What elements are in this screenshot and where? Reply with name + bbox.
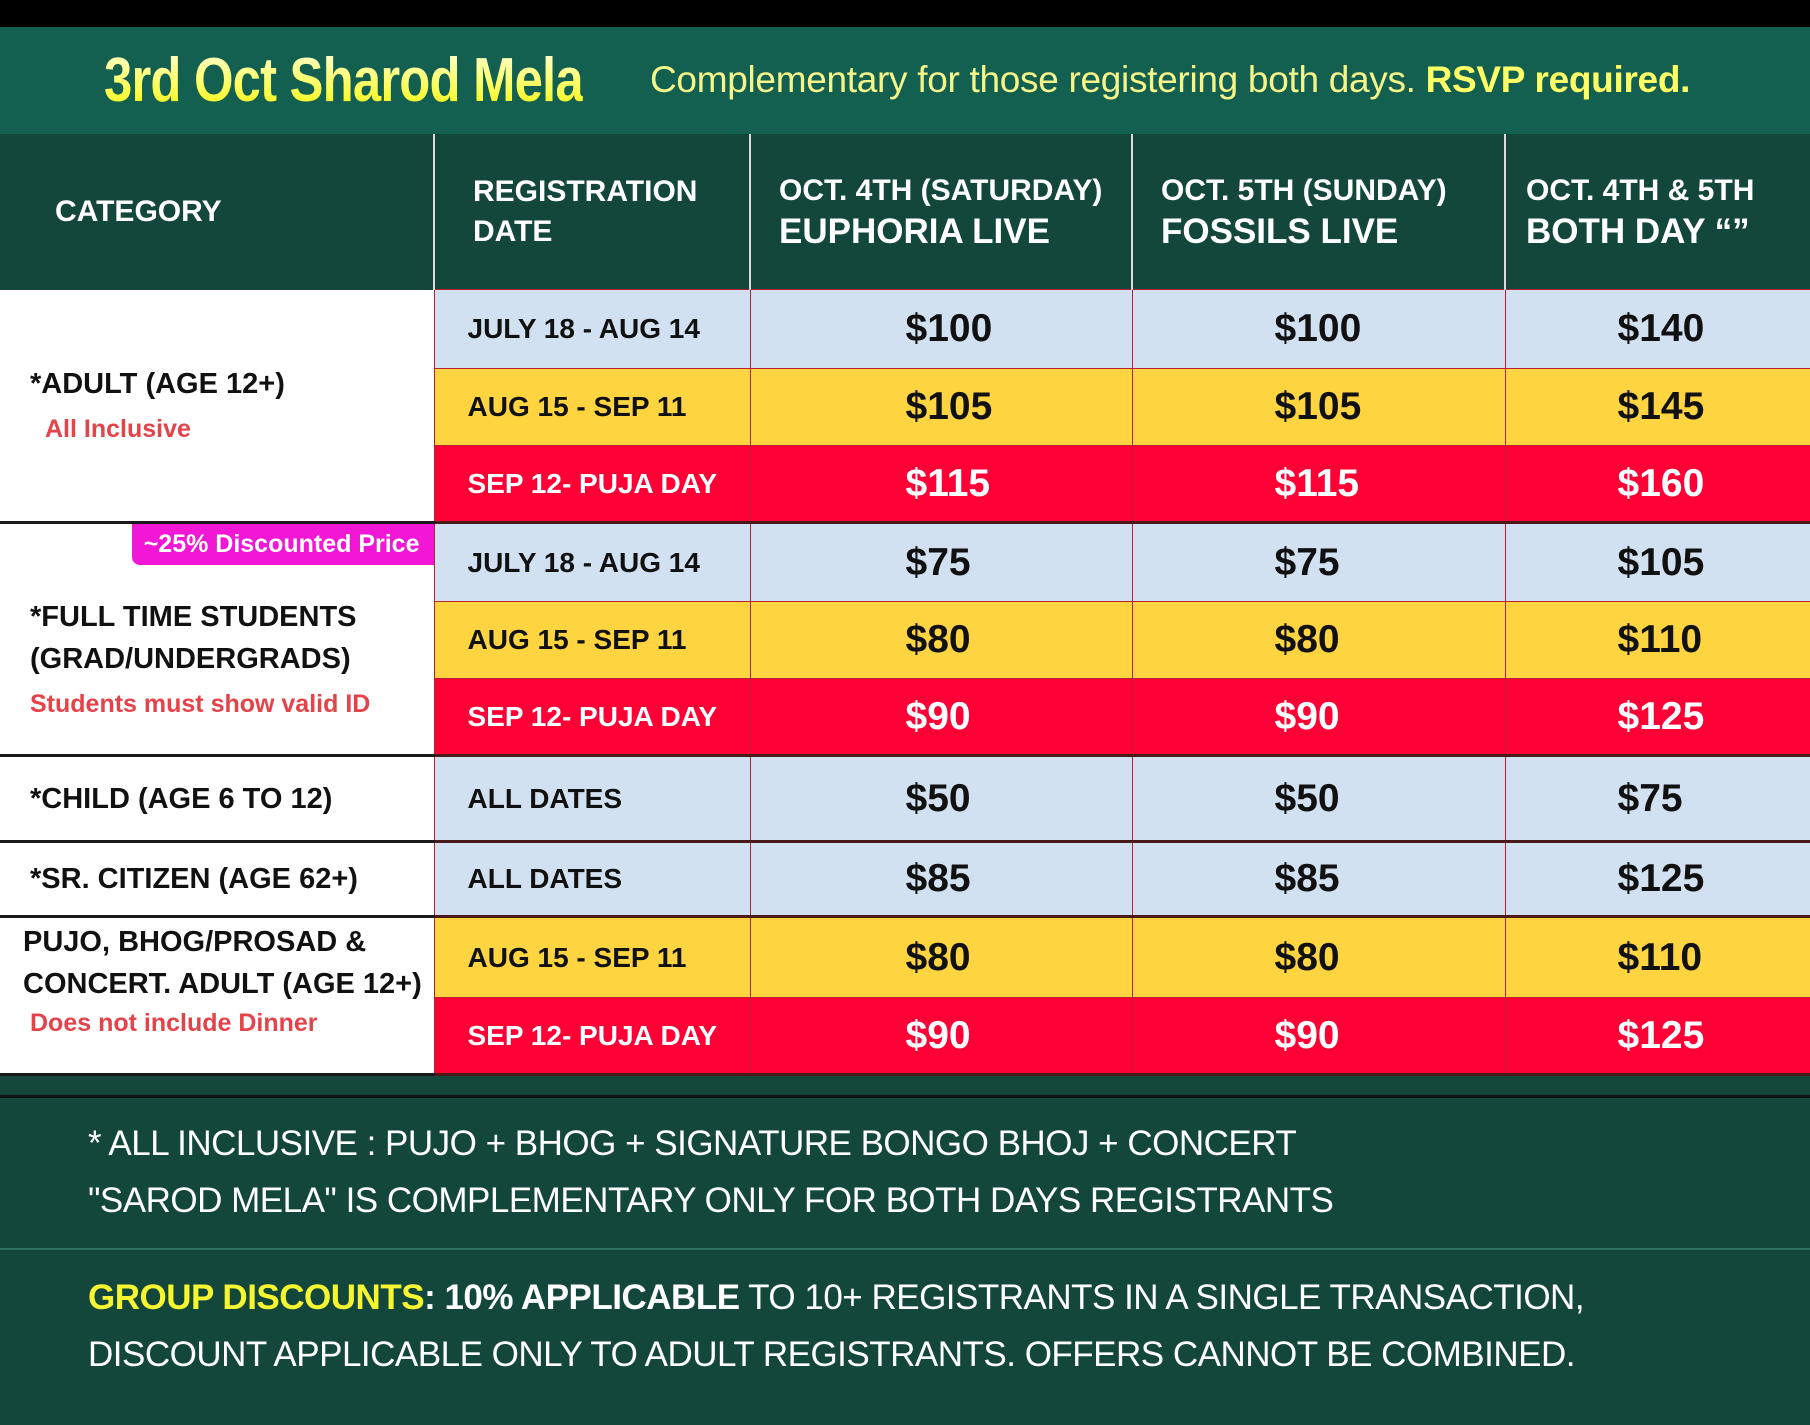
price-oct4-cell: $115: [749, 445, 1133, 524]
table-row: *CHILD (AGE 6 TO 12) ALL DATES $50 $50 $75: [0, 755, 1810, 843]
registration-date-cell: JULY 18 - AUG 14: [433, 522, 751, 602]
note-all-inclusive: * ALL INCLUSIVE : PUJO + BHOG + SIGNATUR…: [88, 1124, 1297, 1163]
registration-date-cell: SEP 12- PUJA DAY: [433, 678, 751, 757]
category-note: Students must show valid ID: [30, 690, 371, 718]
column-header-both-label: BOTH DAY “”: [1526, 211, 1750, 251]
category-cell: *ADULT (AGE 12+) All Inclusive: [0, 289, 434, 524]
pricing-flyer: 3rd Oct Sharod Mela Complementary for th…: [0, 27, 1810, 1425]
title-bar: 3rd Oct Sharod Mela Complementary for th…: [0, 27, 1810, 134]
discount-badge: ~25% Discounted Price: [131, 524, 434, 565]
table-row: *ADULT (AGE 12+) All Inclusive JULY 18 - A…: [0, 289, 1810, 524]
category-name: *CHILD (AGE 6 TO 12): [30, 782, 333, 815]
column-header-registration-line2: DATE: [473, 214, 553, 248]
column-header-oct5-date: OCT. 5TH (SUNDAY): [1161, 173, 1447, 207]
column-header-oct4: OCT. 4TH (SATURDAY) EUPHORIA LIVE: [749, 134, 1132, 290]
category-name: (GRAD/UNDERGRADS): [30, 643, 351, 675]
registration-date-cell: SEP 12- PUJA DAY: [433, 445, 751, 524]
price-oct4-cell: $75: [749, 522, 1133, 602]
price-oct5-cell: $85: [1131, 841, 1506, 918]
inclusion-notes: * ALL INCLUSIVE : PUJO + BHOG + SIGNATUR…: [0, 1095, 1810, 1246]
table-row: SEP 12- PUJA DAY $115 $115 $160: [0, 445, 1810, 524]
price-both-days-cell: $145: [1504, 368, 1810, 446]
price-oct5-cell: $90: [1131, 678, 1506, 757]
rsvp-note: RSVP required.: [1425, 59, 1691, 100]
registration-date-cell: ALL DATES: [433, 755, 751, 843]
price-oct4-cell: $100: [749, 289, 1133, 369]
price-oct5-cell: $100: [1131, 289, 1506, 369]
table-row: PUJO, BHOG/PROSAD & CONCERT. ADULT (AGE 1…: [0, 916, 1810, 1076]
price-oct5-cell: $105: [1131, 368, 1506, 446]
column-header-category: CATEGORY: [0, 134, 434, 290]
column-header-oct5: OCT. 5TH (SUNDAY) FOSSILS LIVE: [1131, 134, 1505, 290]
column-header-registration-line1: REGISTRATION: [473, 174, 698, 208]
category-note: Does not include Dinner: [30, 1008, 318, 1037]
category-cell: *CHILD (AGE 6 TO 12): [0, 755, 434, 843]
group-discount-label: GROUP DISCOUNTS: [88, 1278, 425, 1317]
category-name: PUJO, BHOG/PROSAD &: [23, 925, 367, 958]
price-both-days-cell: $110: [1504, 916, 1810, 998]
registration-date-cell: ALL DATES: [433, 841, 751, 918]
category-name: *SR. CITIZEN (AGE 62+): [30, 863, 358, 895]
price-both-days-cell: $75: [1504, 755, 1810, 843]
table-row: ~25% Discounted Price *FULL TIME STUDENTS…: [0, 522, 1810, 757]
price-oct4-cell: $50: [749, 755, 1133, 843]
table-row: SEP 12- PUJA DAY $90 $90 $125: [0, 997, 1810, 1076]
price-both-days-cell: $105: [1504, 522, 1810, 602]
category-cell: *SR. CITIZEN (AGE 62+): [0, 841, 434, 918]
column-header-both-days: OCT. 4TH & 5TH BOTH DAY “”: [1504, 134, 1810, 290]
category-name: *FULL TIME STUDENTS: [30, 601, 357, 633]
column-header-oct5-act: FOSSILS LIVE: [1161, 211, 1399, 251]
price-both-days-cell: $125: [1504, 841, 1810, 918]
group-discount-condition: TO 10+ REGISTRANTS IN A SINGLE TRANSACTI…: [739, 1278, 1585, 1317]
price-both-days-cell: $140: [1504, 289, 1810, 369]
group-discount-rate: 10% APPLICABLE: [444, 1278, 740, 1317]
price-both-days-cell: $160: [1504, 445, 1810, 524]
registration-date-cell: AUG 15 - SEP 11: [433, 368, 751, 446]
price-oct4-cell: $105: [749, 368, 1133, 446]
price-both-days-cell: $110: [1504, 601, 1810, 679]
table-row: AUG 15 - SEP 11 $105 $105 $145: [0, 368, 1810, 446]
table-row: SEP 12- PUJA DAY $90 $90 $125: [0, 678, 1810, 757]
column-header-both-date: OCT. 4TH & 5TH: [1526, 173, 1755, 207]
pricing-table: CATEGORY REGISTRATION DATE OCT. 4TH (SAT…: [0, 134, 1810, 1076]
group-discount-colon: :: [424, 1278, 436, 1317]
category-cell: PUJO, BHOG/PROSAD & CONCERT. ADULT (AGE 1…: [0, 916, 434, 1076]
tagline-text: Complementary for those registering both…: [650, 59, 1416, 100]
event-title: 3rd Oct Sharod Mela: [104, 46, 584, 115]
note-sarod-mela: "SAROD MELA" IS COMPLEMENTARY ONLY FOR B…: [88, 1181, 1334, 1220]
category-name: *ADULT (AGE 12+): [30, 368, 285, 401]
group-discount-section: GROUP DISCOUNTS: 10% APPLICABLE TO 10+ R…: [0, 1250, 1810, 1425]
table-row: *SR. CITIZEN (AGE 62+) ALL DATES $85 $85 $12…: [0, 841, 1810, 918]
group-discount-line2: DISCOUNT APPLICABLE ONLY TO ADULT REGIST…: [88, 1335, 1576, 1374]
price-both-days-cell: $125: [1504, 678, 1810, 757]
tagline: Complementary for those registering both…: [650, 59, 1690, 101]
price-oct4-cell: $85: [749, 841, 1133, 918]
category-name: CONCERT. ADULT (AGE 12+): [23, 967, 422, 1000]
price-oct5-cell: $80: [1131, 916, 1506, 998]
price-oct5-cell: $80: [1131, 601, 1506, 679]
column-header-oct4-date: OCT. 4TH (SATURDAY): [779, 173, 1103, 207]
registration-date-cell: AUG 15 - SEP 11: [433, 916, 751, 998]
table-row: AUG 15 - SEP 11 $80 $80 $110: [0, 601, 1810, 679]
price-oct4-cell: $80: [749, 916, 1133, 998]
column-header-registration-date: REGISTRATION DATE: [433, 134, 750, 290]
table-header-row: CATEGORY REGISTRATION DATE OCT. 4TH (SAT…: [0, 134, 1810, 290]
registration-date-cell: SEP 12- PUJA DAY: [433, 997, 751, 1076]
registration-date-cell: JULY 18 - AUG 14: [433, 289, 751, 369]
price-oct5-cell: $115: [1131, 445, 1506, 524]
category-note: All Inclusive: [45, 415, 191, 444]
price-oct5-cell: $75: [1131, 522, 1506, 602]
group-discount-line1: GROUP DISCOUNTS: 10% APPLICABLE TO 10+ R…: [88, 1278, 1585, 1318]
price-oct4-cell: $90: [749, 678, 1133, 757]
column-header-oct4-act: EUPHORIA LIVE: [779, 211, 1050, 251]
price-oct5-cell: $50: [1131, 755, 1506, 843]
section-divider: [0, 1248, 1810, 1250]
price-oct5-cell: $90: [1131, 997, 1506, 1076]
registration-date-cell: AUG 15 - SEP 11: [433, 601, 751, 679]
column-header-category-label: CATEGORY: [55, 194, 222, 228]
price-oct4-cell: $90: [749, 997, 1133, 1076]
price-oct4-cell: $80: [749, 601, 1133, 679]
category-cell: ~25% Discounted Price *FULL TIME STUDENTS…: [0, 522, 434, 757]
price-both-days-cell: $125: [1504, 997, 1810, 1076]
